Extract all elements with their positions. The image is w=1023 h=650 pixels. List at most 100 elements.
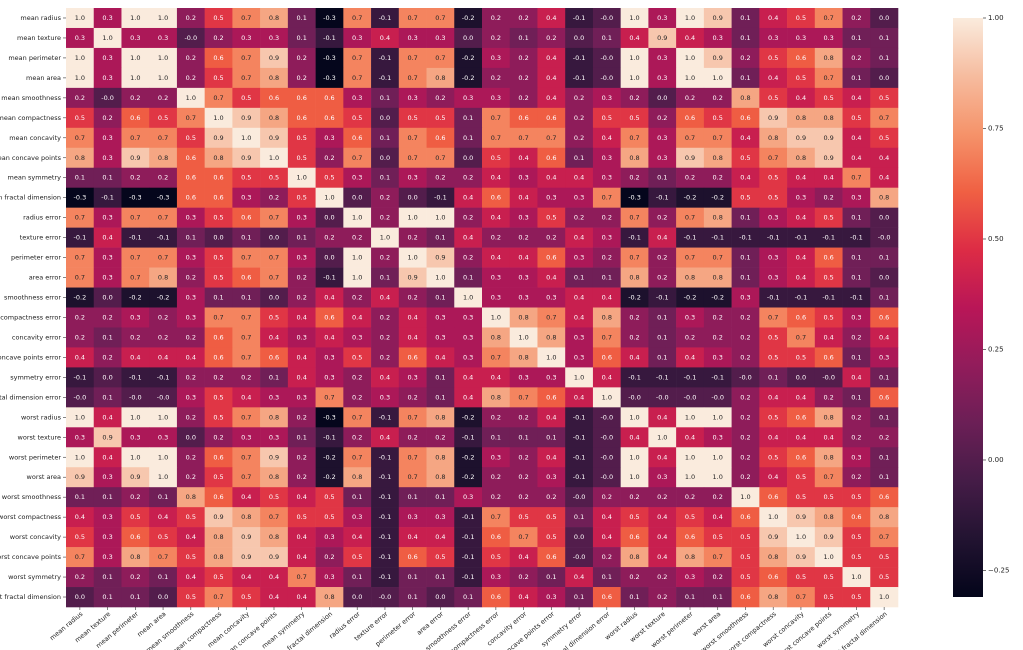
heatmap-cell [93,247,122,268]
heatmap-cell [759,487,788,508]
cell-label: 0.7 [518,134,528,142]
cell-label: -0.1 [129,373,142,381]
y-tick-label: worst symmetry [8,573,61,581]
cell-label: 0.6 [796,54,806,62]
cell-label: 0.1 [297,14,307,22]
cell-label: 0.6 [407,353,417,361]
cell-label: -0.1 [822,294,835,302]
cell-label: 0.0 [75,593,85,601]
heatmap-cell [814,127,843,149]
y-tick-label: smoothness error [4,294,61,302]
cell-label: 0.3 [879,353,889,361]
cell-label: 0.2 [629,573,639,581]
cell-label: 0.9 [241,114,251,122]
heatmap-cell [398,587,427,608]
heatmap-cell [759,587,788,608]
heatmap-cell [232,587,261,608]
cell-label: 0.2 [75,573,85,581]
cell-label: 0.2 [851,333,861,341]
heatmap-cell [870,47,899,69]
cell-label: 0.2 [518,94,528,102]
cell-label: 0.3 [602,234,612,242]
heatmap-cell [620,147,649,169]
heatmap-cell [232,8,261,29]
heatmap-cell [676,587,705,608]
heatmap-cell [66,487,95,508]
heatmap-cell [509,167,538,188]
heatmap-cell [426,527,455,548]
heatmap-cell [592,347,621,368]
cell-label: 0.6 [768,573,778,581]
cell-label: 0.7 [713,134,723,142]
heatmap-cell [398,467,427,488]
cell-label: 0.2 [463,254,473,262]
heatmap-cell [204,327,233,348]
heatmap-cell [509,327,538,348]
heatmap-cell [398,207,427,228]
heatmap-cell [787,507,816,528]
heatmap-cell [204,167,233,188]
cell-label: 0.2 [491,413,501,421]
heatmap-cell [759,567,788,588]
heatmap-cell [426,107,455,129]
heatmap-cell [260,367,289,388]
heatmap-cell [93,547,122,568]
heatmap-cell [620,247,649,268]
heatmap-cell [204,427,233,448]
cell-label: 0.3 [102,553,112,561]
heatmap-cell [371,347,400,368]
heatmap-cell [371,567,400,588]
heatmap-cell [371,107,400,129]
heatmap-cell [731,127,760,149]
cell-label: 0.1 [546,573,556,581]
cell-label: 0.4 [158,513,168,521]
cell-label: 0.2 [713,493,723,501]
heatmap-cell [343,587,372,608]
heatmap-cell [814,407,843,428]
heatmap-cell [759,287,788,308]
cell-label: 0.1 [463,274,473,282]
heatmap-cell [620,487,649,508]
heatmap-cell [371,487,400,508]
cell-label: 0.7 [629,134,639,142]
cell-label: 0.7 [269,254,279,262]
cell-label: 0.7 [685,254,695,262]
cell-label: 1.0 [768,513,778,521]
heatmap-cell [121,247,150,268]
cell-label: -0.1 [379,573,392,581]
cell-label: 0.3 [102,54,112,62]
heatmap-cell [66,127,95,149]
heatmap-cell [426,407,455,428]
heatmap-cell [260,467,289,488]
cell-label: 0.7 [602,333,612,341]
cell-label: 0.9 [269,453,279,461]
cell-label: 0.6 [740,114,750,122]
cell-label: 0.4 [380,373,390,381]
heatmap-cell [482,587,511,608]
cell-label: 0.4 [463,393,473,401]
cell-label: 0.5 [186,593,196,601]
heatmap-cell [287,307,316,328]
cell-label: 0.5 [324,493,334,501]
heatmap-cell [592,147,621,169]
heatmap-cell [814,427,843,448]
heatmap-cell [870,87,899,109]
cell-label: 0.4 [574,174,584,182]
heatmap-cell [398,247,427,268]
heatmap-cell [371,67,400,89]
colorbar-tick-label: 0.00 [988,456,1004,464]
cell-label: 0.3 [518,274,528,282]
heatmap-cell [814,507,843,528]
cell-label: 0.7 [297,573,307,581]
cell-label: 1.0 [685,473,695,481]
cell-label: -0.3 [157,194,170,202]
heatmap-cell [731,527,760,548]
heatmap-cell [537,387,566,408]
heatmap-cell [287,87,316,109]
heatmap-cell [149,187,178,208]
cell-label: 0.1 [435,573,445,581]
cell-label: 0.4 [796,274,806,282]
cell-label: 0.2 [518,54,528,62]
heatmap-cell [371,127,400,149]
heatmap-cell [731,367,760,388]
